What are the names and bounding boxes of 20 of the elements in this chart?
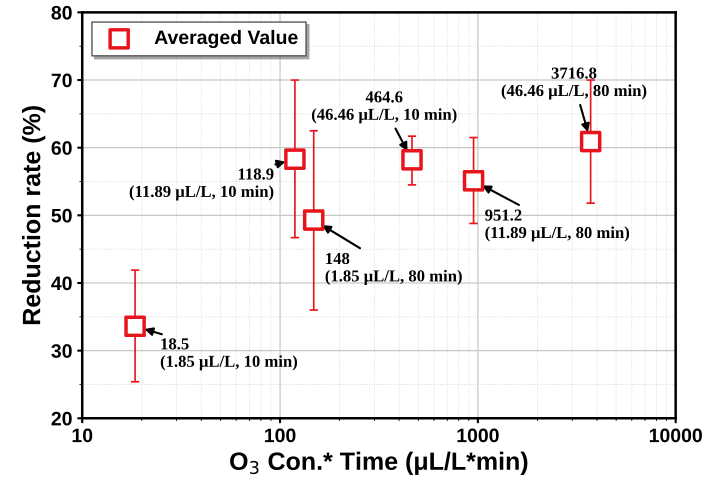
y-tick-label: 70: [52, 73, 72, 88]
y-tick-label: 40: [51, 276, 72, 290]
y-tick-label: 30: [51, 344, 72, 358]
annotation: 3716.8 (46.46 μL/L, 80 min): [502, 67, 646, 100]
annotation: 118.9 (11.89 μL/L, 10 min): [130, 168, 274, 200]
x-tick-label: 10: [72, 428, 92, 442]
x-axis-title: O$_{3}$ Con.* Time (μL/L*min): [230, 452, 528, 475]
y-tick-label: 20: [52, 412, 72, 426]
legend-label: Averaged Value: [154, 30, 298, 48]
annotation: 148 (1.85 μL/L, 80 min): [326, 252, 462, 285]
annotation: 18.5 (1.85 μL/L, 10 min): [160, 338, 298, 370]
y-axis-title: Reduction rate (%): [22, 106, 46, 324]
x-tick-label: 1000: [457, 428, 499, 442]
y-tick-label: 50: [51, 208, 72, 223]
y-tick-label: 60: [52, 141, 72, 155]
y-tick-label: 80: [51, 6, 72, 20]
annotation: 951.2 (11.89 μL/L, 80 min): [485, 210, 630, 242]
annotation: 464.6 (46.46 μL/L, 10 min): [312, 91, 457, 124]
x-tick-label: 100: [265, 428, 296, 442]
x-tick-label: 10000: [650, 428, 702, 442]
